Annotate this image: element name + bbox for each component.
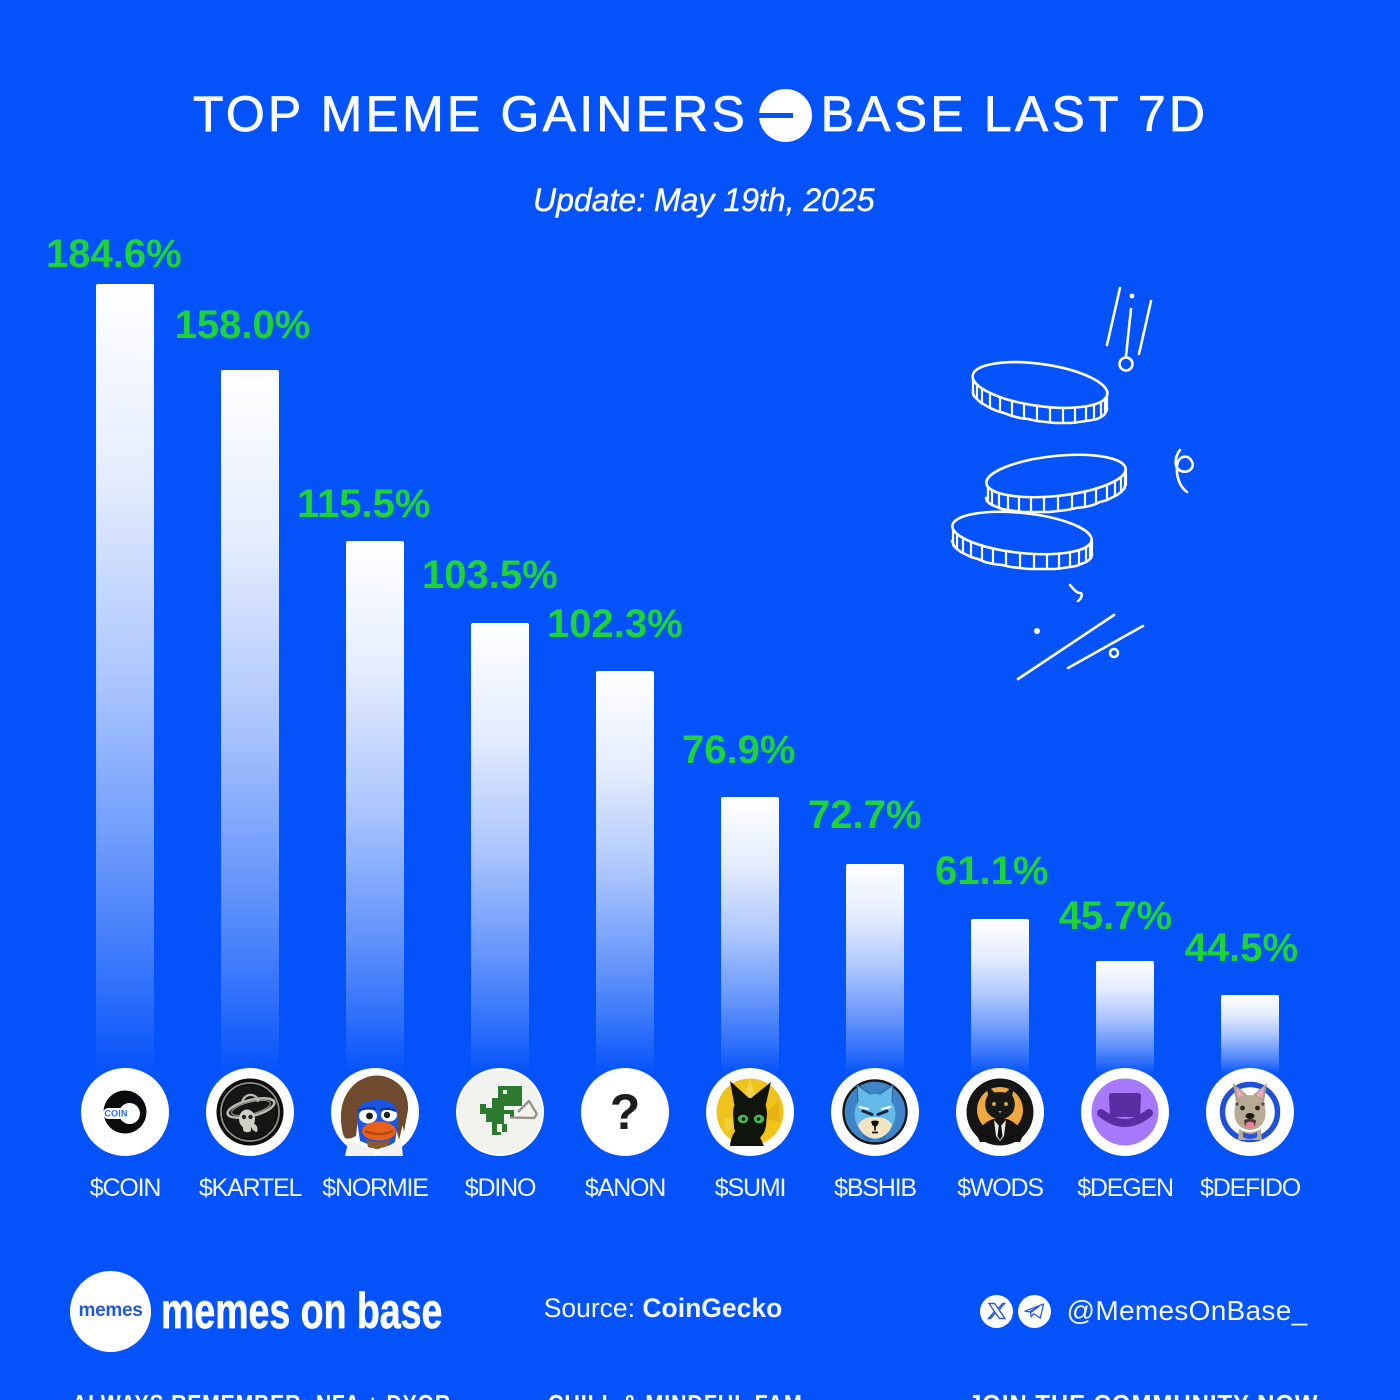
svg-text:?: ?	[610, 1084, 641, 1140]
svg-text:COIN: COIN	[104, 1108, 127, 1118]
